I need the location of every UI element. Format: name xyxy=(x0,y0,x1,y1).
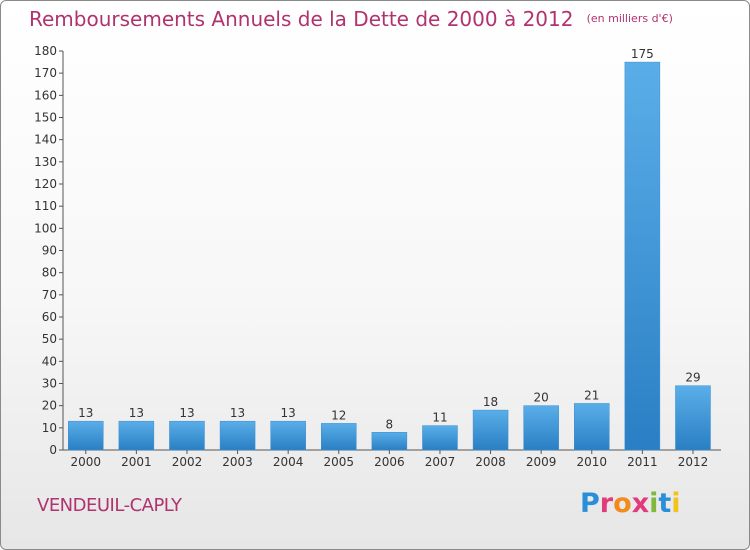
x-tick-label: 2012 xyxy=(678,455,709,469)
data-label: 29 xyxy=(685,371,700,385)
x-tick-label: 2005 xyxy=(323,455,354,469)
y-tick-label: 80 xyxy=(42,266,57,280)
y-tick-label: 120 xyxy=(34,177,57,191)
bar xyxy=(118,420,155,451)
axes: 0 10 20 30 40 50 60 70 80 90 100 110 120 130 140 150 160… xyxy=(34,44,721,469)
title-line: Remboursements Annuels de la Dette de 20… xyxy=(29,7,673,31)
y-tick-label: 70 xyxy=(42,288,57,302)
data-labels: 13 13 13 13 13 12 8 11 18 20 21 175 29 xyxy=(78,47,700,431)
bar xyxy=(219,420,256,451)
x-tick-label: 2007 xyxy=(425,455,456,469)
y-tick-label: 20 xyxy=(42,399,57,413)
bars xyxy=(68,61,711,451)
x-tick-label: 2009 xyxy=(526,455,557,469)
bar xyxy=(270,420,306,451)
y-tick-label: 60 xyxy=(42,310,57,324)
x-tick-label: 2010 xyxy=(576,455,607,469)
x-tick-label: 2003 xyxy=(222,455,253,469)
x-tick-label: 2011 xyxy=(627,455,658,469)
y-tick-label: 130 xyxy=(34,155,57,169)
bar xyxy=(675,385,711,451)
y-tick-label: 90 xyxy=(42,244,57,258)
y-tick-label: 40 xyxy=(42,354,57,368)
y-tick-label: 150 xyxy=(34,111,57,125)
y-tick-label: 30 xyxy=(42,377,57,391)
x-tick-label: 2004 xyxy=(273,455,304,469)
data-label: 175 xyxy=(631,47,654,61)
bar xyxy=(523,405,559,451)
bar xyxy=(68,420,104,451)
y-tick-label: 0 xyxy=(49,443,57,457)
data-label: 20 xyxy=(534,391,549,405)
bar xyxy=(321,423,357,451)
data-label: 8 xyxy=(386,417,394,431)
data-label: 13 xyxy=(281,406,296,420)
chart-unit: (en milliers d'€) xyxy=(586,12,673,25)
x-tick-label: 2000 xyxy=(70,455,101,469)
data-label: 13 xyxy=(78,406,93,420)
y-tick-label: 110 xyxy=(34,199,57,213)
x-tick-label: 2002 xyxy=(172,455,203,469)
data-label: 21 xyxy=(584,388,599,402)
x-tick-label: 2001 xyxy=(121,455,152,469)
data-label: 11 xyxy=(432,411,447,425)
y-tick-label: 140 xyxy=(34,133,57,147)
chart-title: Remboursements Annuels de la Dette de 20… xyxy=(29,7,574,31)
data-label: 13 xyxy=(230,406,245,420)
data-label: 12 xyxy=(331,408,346,422)
x-tick-label: 2006 xyxy=(374,455,405,469)
bar xyxy=(371,432,408,451)
bar xyxy=(472,409,509,451)
y-tick-label: 50 xyxy=(42,332,57,346)
data-label: 18 xyxy=(483,395,498,409)
bar xyxy=(574,403,610,451)
x-tick-label: 2008 xyxy=(475,455,506,469)
y-tick-label: 10 xyxy=(42,421,57,435)
y-tick-label: 180 xyxy=(34,44,57,58)
y-tick-label: 160 xyxy=(34,88,57,102)
data-label: 13 xyxy=(179,406,194,420)
commune-name: VENDEUIL-CAPLY xyxy=(37,495,182,516)
y-tick-label: 170 xyxy=(34,66,57,80)
data-label: 13 xyxy=(129,406,144,420)
bar xyxy=(422,425,458,451)
bar xyxy=(169,420,205,451)
bar xyxy=(624,61,661,451)
proxiti-logo[interactable]: Proxiti xyxy=(580,488,681,519)
y-tick-label: 100 xyxy=(34,221,57,235)
